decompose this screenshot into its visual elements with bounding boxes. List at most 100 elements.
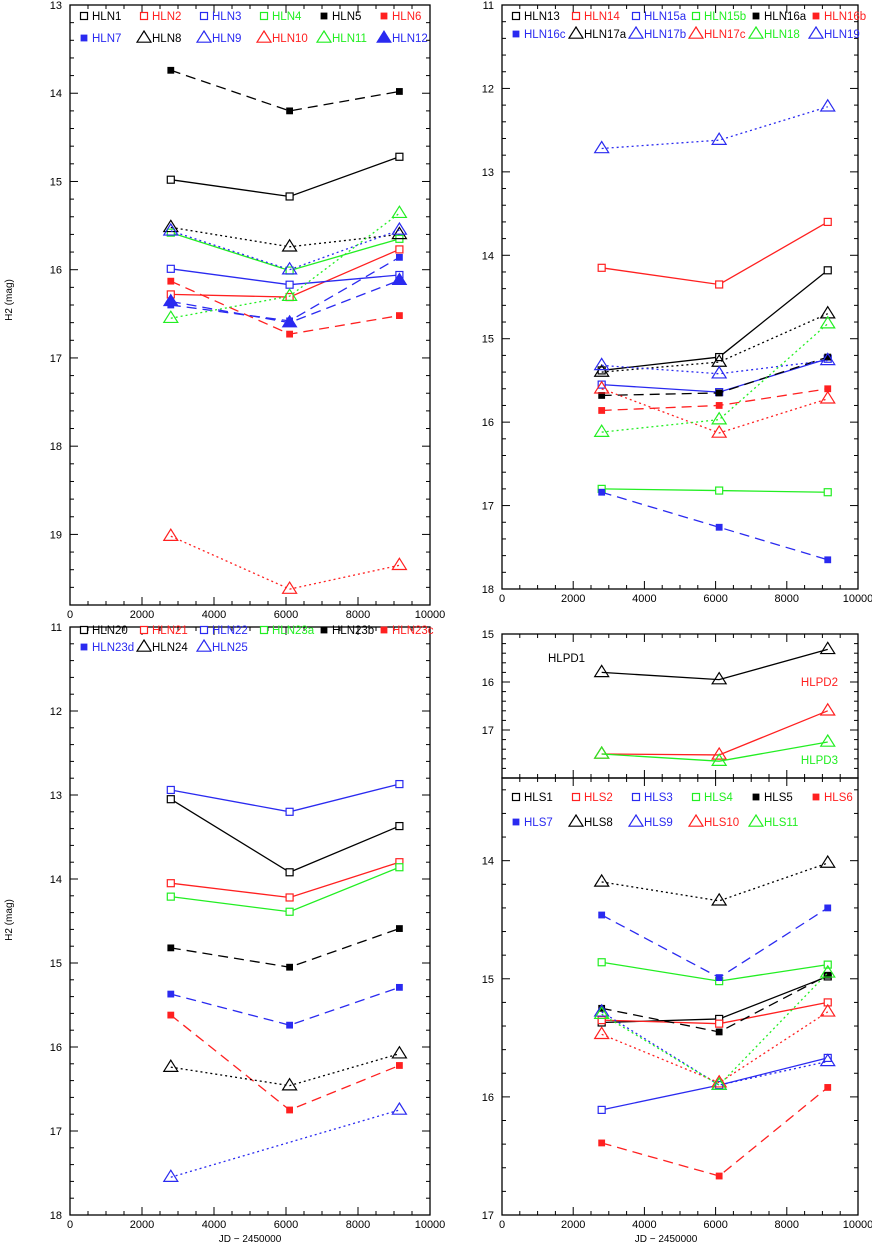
legend-label: HLS8 bbox=[584, 817, 613, 829]
legend-label: HLS9 bbox=[644, 817, 673, 829]
x-tick-label: 10000 bbox=[415, 609, 446, 621]
data-point bbox=[166, 228, 175, 237]
legend-label: HLN15b bbox=[704, 11, 746, 23]
data-point bbox=[167, 66, 175, 74]
legend-label: HLN17b bbox=[644, 29, 686, 41]
x-tick-label: 2000 bbox=[561, 1219, 585, 1231]
panel-brt: 15 16 17 HLPD1 HLPD2 HLPD3 bbox=[482, 629, 859, 779]
legend-marker bbox=[195, 29, 213, 43]
series-line bbox=[170, 986, 400, 1026]
plot-frame bbox=[501, 4, 859, 590]
data-point bbox=[395, 863, 404, 872]
legend-marker bbox=[259, 11, 269, 21]
series-HLN19 bbox=[593, 98, 836, 154]
data-point bbox=[395, 88, 403, 95]
series-line bbox=[601, 488, 828, 493]
data-point bbox=[711, 1074, 728, 1088]
legend-entry: HLN25 bbox=[195, 638, 248, 654]
series-HLS11 bbox=[593, 964, 836, 1090]
legend-marker bbox=[567, 25, 585, 39]
legend-label: HLN3 bbox=[212, 11, 241, 23]
data-point bbox=[715, 1080, 724, 1090]
series-HLN17c bbox=[593, 380, 836, 438]
y-tick-label: 12 bbox=[482, 83, 494, 95]
data-point bbox=[285, 807, 294, 816]
data-point bbox=[593, 1006, 610, 1020]
data-point bbox=[395, 253, 403, 261]
series-line bbox=[170, 927, 400, 968]
legend-entry: HLN23c bbox=[380, 625, 434, 637]
x-tick-label: 6000 bbox=[274, 609, 298, 621]
data-point bbox=[391, 226, 408, 240]
data-point bbox=[711, 424, 728, 438]
data-point bbox=[395, 983, 403, 991]
series-line bbox=[170, 268, 400, 286]
y-axis-label-bottom: H2 (mag) bbox=[4, 899, 15, 941]
data-point bbox=[715, 1172, 723, 1180]
legend-marker bbox=[380, 12, 388, 20]
legend-entry: HLN11 bbox=[315, 29, 367, 45]
legend-label: HLN5 bbox=[332, 11, 361, 23]
legend-marker bbox=[380, 626, 388, 634]
series-HLS8 bbox=[593, 854, 836, 906]
x-tick-label: 2000 bbox=[130, 1219, 154, 1231]
data-point bbox=[162, 222, 179, 236]
data-point bbox=[593, 664, 610, 678]
data-point bbox=[166, 175, 175, 184]
panel-bl: 0 2000 4000 6000 8000 10000 11 12 13 14 15 16 17 18 HL… bbox=[50, 622, 446, 1231]
y-tick-label: 13 bbox=[50, 0, 62, 12]
data-point bbox=[167, 990, 175, 998]
x-tick-label: 0 bbox=[67, 1219, 73, 1231]
data-point bbox=[281, 288, 298, 301]
data-point bbox=[395, 925, 403, 932]
legend-entry: HLN10 bbox=[255, 29, 308, 45]
data-point bbox=[391, 1101, 408, 1115]
data-point bbox=[285, 893, 294, 902]
series-HLN12 bbox=[162, 272, 408, 328]
data-point bbox=[162, 293, 179, 307]
legend-entry: HLN21 bbox=[139, 625, 188, 637]
data-point bbox=[597, 958, 606, 967]
legend-marker bbox=[747, 25, 765, 39]
legend-label: HLN21 bbox=[152, 625, 188, 637]
data-point bbox=[715, 523, 723, 531]
series-label: HLPD2 bbox=[801, 677, 838, 689]
data-point bbox=[162, 1169, 179, 1182]
series-line bbox=[170, 256, 400, 322]
series-line bbox=[601, 221, 829, 286]
legend-entry: HLN9 bbox=[195, 29, 241, 45]
y-tick-label: 13 bbox=[482, 167, 494, 179]
y-tick-label: 17 bbox=[50, 353, 62, 365]
legend-entry: HLN19 bbox=[807, 25, 860, 41]
legend-entry: HLS10 bbox=[687, 813, 739, 829]
y-tick-label: 14 bbox=[482, 856, 494, 868]
data-point bbox=[162, 528, 179, 541]
data-point bbox=[285, 292, 294, 302]
x-tick-label: 10000 bbox=[843, 593, 872, 605]
y-tick-label: 14 bbox=[50, 874, 62, 886]
y-tick-label: 15 bbox=[482, 334, 494, 346]
series-line bbox=[601, 741, 828, 762]
data-point bbox=[824, 1084, 832, 1091]
y-tick-label: 16 bbox=[482, 677, 494, 689]
data-point bbox=[395, 1062, 403, 1069]
legend-marker bbox=[752, 793, 760, 801]
data-point bbox=[281, 314, 298, 328]
data-point bbox=[166, 795, 175, 804]
legend-entry: HLS11 bbox=[747, 813, 798, 829]
legend-entry: HLS5 bbox=[752, 792, 793, 804]
legend-label: HLN11 bbox=[332, 33, 367, 45]
series-line bbox=[170, 861, 400, 899]
series-line bbox=[170, 535, 400, 590]
legend-label: HLN23a bbox=[272, 625, 315, 637]
legend-entry: HLN12 bbox=[376, 30, 428, 45]
y-tick-label: 12 bbox=[50, 706, 62, 718]
legend-marker bbox=[571, 11, 581, 21]
legend-label: HLN25 bbox=[212, 642, 248, 654]
series-line bbox=[170, 798, 400, 874]
legend-marker bbox=[512, 818, 520, 826]
data-point bbox=[711, 1076, 728, 1090]
legend-entry: HLN2 bbox=[139, 11, 181, 23]
data-point bbox=[711, 892, 728, 906]
